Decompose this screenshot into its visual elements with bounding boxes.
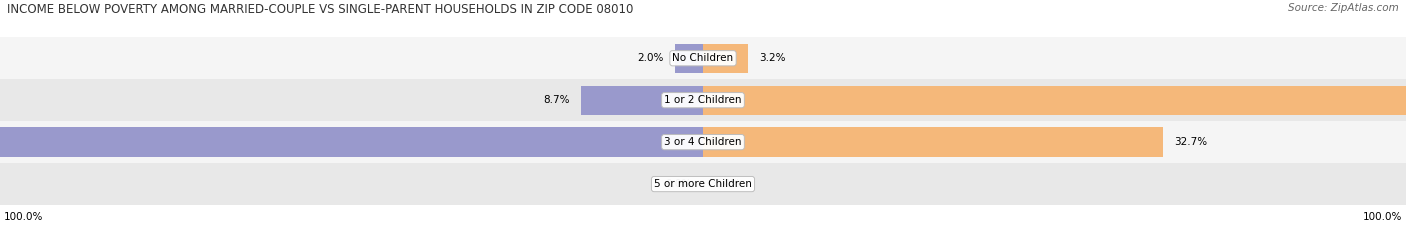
- Bar: [703, 127, 1163, 157]
- Text: 1 or 2 Children: 1 or 2 Children: [664, 95, 742, 105]
- Text: Source: ZipAtlas.com: Source: ZipAtlas.com: [1288, 3, 1399, 14]
- Bar: [581, 86, 703, 115]
- Bar: [0, 163, 1406, 205]
- Bar: [675, 44, 703, 73]
- Text: 3 or 4 Children: 3 or 4 Children: [664, 137, 742, 147]
- Text: INCOME BELOW POVERTY AMONG MARRIED-COUPLE VS SINGLE-PARENT HOUSEHOLDS IN ZIP COD: INCOME BELOW POVERTY AMONG MARRIED-COUPL…: [7, 3, 634, 17]
- Text: 0.0%: 0.0%: [714, 179, 741, 189]
- Bar: [0, 127, 703, 157]
- Bar: [0, 79, 1406, 121]
- Text: 100.0%: 100.0%: [1362, 212, 1402, 222]
- Text: 2.0%: 2.0%: [637, 53, 664, 63]
- Text: No Children: No Children: [672, 53, 734, 63]
- Bar: [703, 44, 748, 73]
- Text: 8.7%: 8.7%: [543, 95, 569, 105]
- Text: 0.0%: 0.0%: [665, 179, 692, 189]
- Text: 100.0%: 100.0%: [4, 212, 44, 222]
- Bar: [0, 121, 1406, 163]
- Bar: [0, 37, 1406, 79]
- Text: 3.2%: 3.2%: [759, 53, 786, 63]
- Text: 5 or more Children: 5 or more Children: [654, 179, 752, 189]
- Bar: [703, 86, 1406, 115]
- Text: 32.7%: 32.7%: [1174, 137, 1208, 147]
